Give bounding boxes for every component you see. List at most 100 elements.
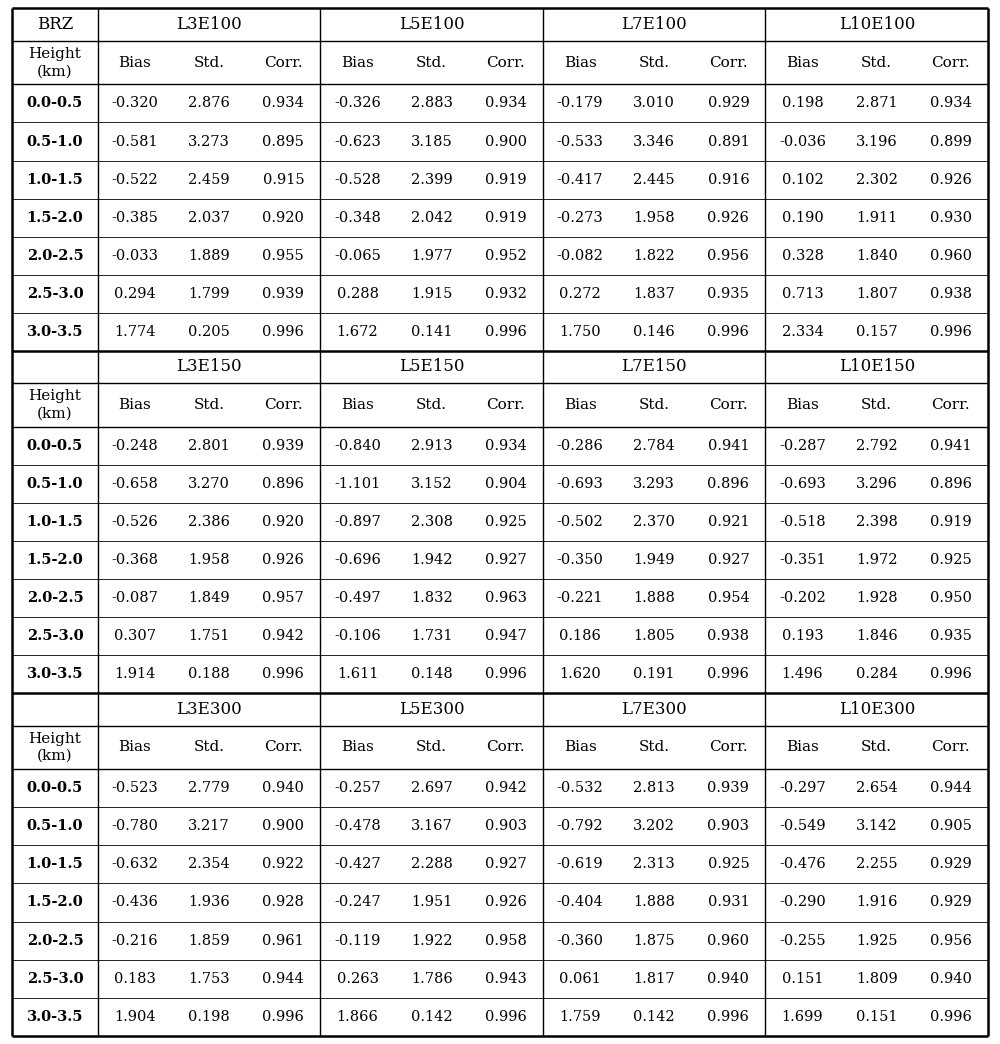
- Text: 0.939: 0.939: [707, 781, 749, 796]
- Text: 2.399: 2.399: [411, 172, 453, 187]
- Text: 2.5-3.0: 2.5-3.0: [27, 630, 83, 643]
- Text: 0.922: 0.922: [262, 857, 304, 872]
- Text: Height
(km): Height (km): [29, 389, 81, 421]
- Text: 1.916: 1.916: [856, 896, 897, 909]
- Text: -0.476: -0.476: [779, 857, 826, 872]
- Text: 0.927: 0.927: [708, 553, 749, 567]
- Text: 3.142: 3.142: [856, 820, 898, 833]
- Text: 2.334: 2.334: [782, 325, 823, 338]
- Text: 2.459: 2.459: [188, 172, 230, 187]
- Text: L10E300: L10E300: [839, 701, 915, 718]
- Text: 0.996: 0.996: [485, 1010, 527, 1023]
- Text: 0.061: 0.061: [559, 972, 601, 986]
- Text: 0.956: 0.956: [930, 933, 972, 948]
- Text: 1.859: 1.859: [188, 933, 230, 948]
- Text: 0.198: 0.198: [188, 1010, 230, 1023]
- Text: 2.697: 2.697: [411, 781, 453, 796]
- Text: 2.0-2.5: 2.0-2.5: [27, 248, 83, 263]
- Text: Bias: Bias: [564, 740, 596, 755]
- Text: -0.792: -0.792: [557, 820, 603, 833]
- Text: 0.934: 0.934: [930, 96, 972, 111]
- Text: Bias: Bias: [341, 55, 374, 70]
- Text: -0.696: -0.696: [334, 553, 381, 567]
- Text: Corr.: Corr.: [264, 398, 303, 412]
- Text: 1.0-1.5: 1.0-1.5: [27, 857, 83, 872]
- Text: 0.896: 0.896: [707, 477, 749, 491]
- Text: 1.751: 1.751: [188, 630, 230, 643]
- Text: 0.934: 0.934: [485, 438, 527, 453]
- Text: 3.152: 3.152: [411, 477, 452, 491]
- Text: 0.891: 0.891: [708, 135, 749, 148]
- Text: 0.141: 0.141: [411, 325, 452, 338]
- Text: 0.5-1.0: 0.5-1.0: [27, 820, 83, 833]
- Text: Height
(km): Height (km): [29, 47, 81, 78]
- Text: L3E150: L3E150: [176, 358, 242, 376]
- Text: Corr.: Corr.: [932, 55, 970, 70]
- Text: Std.: Std.: [639, 398, 670, 412]
- Text: 0.944: 0.944: [930, 781, 972, 796]
- Text: 1.699: 1.699: [782, 1010, 823, 1023]
- Text: -0.106: -0.106: [334, 630, 381, 643]
- Text: -0.036: -0.036: [779, 135, 826, 148]
- Text: 1.958: 1.958: [188, 553, 230, 567]
- Text: 2.308: 2.308: [411, 515, 453, 529]
- Text: 3.217: 3.217: [188, 820, 230, 833]
- Text: L7E150: L7E150: [621, 358, 687, 376]
- Text: 1.875: 1.875: [633, 933, 675, 948]
- Text: 0.941: 0.941: [930, 438, 972, 453]
- Text: 0.947: 0.947: [485, 630, 527, 643]
- Text: Bias: Bias: [119, 398, 151, 412]
- Text: 0.925: 0.925: [708, 857, 749, 872]
- Text: 1.951: 1.951: [411, 896, 452, 909]
- Text: -0.581: -0.581: [112, 135, 158, 148]
- Text: 2.654: 2.654: [856, 781, 898, 796]
- Text: L10E150: L10E150: [839, 358, 915, 376]
- Text: 1.914: 1.914: [114, 667, 156, 681]
- Text: 3.185: 3.185: [411, 135, 453, 148]
- Text: 0.896: 0.896: [262, 477, 304, 491]
- Text: 0.920: 0.920: [262, 515, 304, 529]
- Text: 1.672: 1.672: [337, 325, 378, 338]
- Text: 0.926: 0.926: [485, 896, 527, 909]
- Text: Std.: Std.: [639, 740, 670, 755]
- Text: 0.956: 0.956: [707, 248, 749, 263]
- Text: 0.996: 0.996: [707, 1010, 749, 1023]
- Text: 0.996: 0.996: [707, 325, 749, 338]
- Text: 0.157: 0.157: [856, 325, 898, 338]
- Text: 1.888: 1.888: [633, 896, 675, 909]
- Text: 0.151: 0.151: [856, 1010, 897, 1023]
- Text: 0.958: 0.958: [485, 933, 527, 948]
- Text: -0.221: -0.221: [557, 591, 603, 606]
- Text: Std.: Std.: [639, 55, 670, 70]
- Text: 0.939: 0.939: [262, 438, 304, 453]
- Text: Bias: Bias: [564, 55, 596, 70]
- Text: 0.102: 0.102: [782, 172, 823, 187]
- Text: Bias: Bias: [786, 398, 819, 412]
- Text: 0.934: 0.934: [262, 96, 304, 111]
- Text: -0.528: -0.528: [334, 172, 381, 187]
- Text: 0.904: 0.904: [485, 477, 527, 491]
- Text: Bias: Bias: [119, 55, 151, 70]
- Text: 1.817: 1.817: [633, 972, 675, 986]
- Text: -0.497: -0.497: [334, 591, 381, 606]
- Text: 0.294: 0.294: [114, 287, 156, 301]
- Text: 0.925: 0.925: [930, 553, 972, 567]
- Text: 1.840: 1.840: [856, 248, 898, 263]
- Text: Bias: Bias: [564, 398, 596, 412]
- Text: -0.436: -0.436: [112, 896, 158, 909]
- Text: 0.996: 0.996: [262, 667, 304, 681]
- Text: 0.191: 0.191: [633, 667, 675, 681]
- Text: -0.033: -0.033: [111, 248, 158, 263]
- Text: 0.919: 0.919: [485, 172, 527, 187]
- Text: 0.950: 0.950: [930, 591, 972, 606]
- Text: 1.866: 1.866: [337, 1010, 378, 1023]
- Text: 1.805: 1.805: [633, 630, 675, 643]
- Text: L3E300: L3E300: [176, 701, 242, 718]
- Text: 1.0-1.5: 1.0-1.5: [27, 515, 83, 529]
- Text: -0.632: -0.632: [112, 857, 158, 872]
- Text: -0.478: -0.478: [334, 820, 381, 833]
- Text: 0.896: 0.896: [930, 477, 972, 491]
- Text: 2.883: 2.883: [411, 96, 453, 111]
- Text: 2.5-3.0: 2.5-3.0: [27, 287, 83, 301]
- Text: -0.350: -0.350: [557, 553, 603, 567]
